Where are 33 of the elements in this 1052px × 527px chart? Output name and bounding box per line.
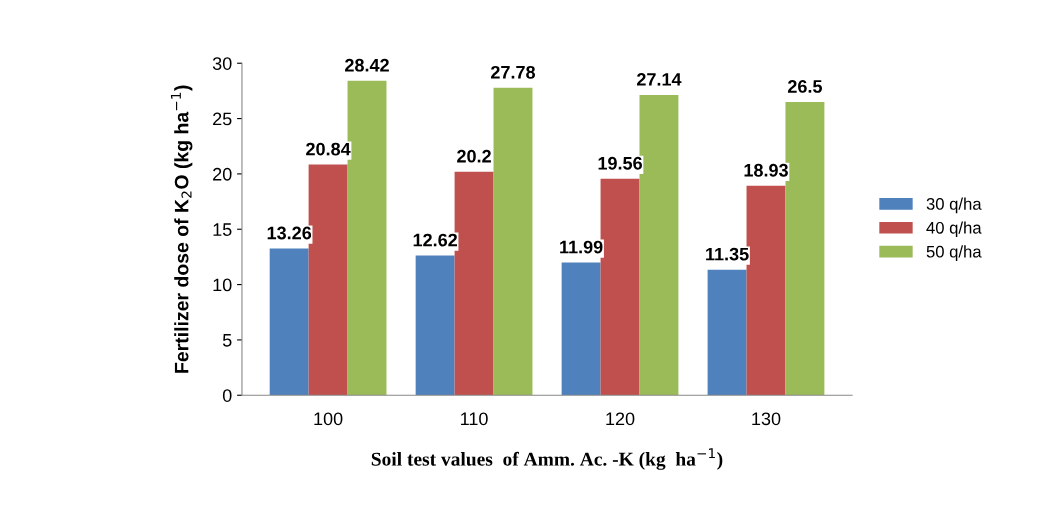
y-tick-label: 5 (222, 334, 232, 347)
x-tick-label: 100 (314, 412, 343, 426)
data-label: 27.14 (636, 72, 682, 86)
y-tick-label: 25 (213, 112, 232, 126)
data-label: 28.42 (345, 58, 389, 72)
bar (415, 255, 455, 396)
data-label: 20.2 (457, 149, 491, 163)
data-label: 19.56 (598, 156, 642, 170)
y-axis-title: Fertilizer dose of K$_{2}$O (kg ha$^{−1}$) (170, 85, 193, 373)
legend-label: 30 q/ha (926, 197, 982, 214)
bar (707, 269, 747, 396)
x-axis-title: Soil test values of Amm. Ac. -K (kg ha$^{−1}$) (371, 448, 723, 470)
data-label: 26.5 (787, 80, 822, 93)
y-tick-label: 20 (213, 167, 232, 181)
y-tick-label: 0 (222, 389, 232, 402)
bar (269, 248, 309, 396)
data-label: 11.99 (560, 240, 603, 254)
data-label: 27.78 (491, 65, 536, 79)
y-tick-label: 15 (213, 223, 232, 236)
legend-label: 40 q/ha (926, 221, 982, 238)
x-tick-label: 120 (606, 412, 635, 426)
y-tick-label: 30 (212, 57, 232, 70)
y-tick-label: 10 (213, 278, 232, 292)
x-tick-label: 110 (461, 412, 488, 426)
bar (561, 262, 601, 396)
data-label: 11.35 (706, 247, 749, 261)
x-tick-label: 130 (752, 412, 781, 426)
legend-label: 50 q/ha (926, 245, 982, 261)
data-label: 20.84 (306, 142, 351, 156)
data-label: 13.26 (267, 226, 312, 240)
data-label: 18.93 (744, 163, 788, 177)
bar (493, 87, 533, 396)
data-label: 12.62 (413, 233, 457, 247)
